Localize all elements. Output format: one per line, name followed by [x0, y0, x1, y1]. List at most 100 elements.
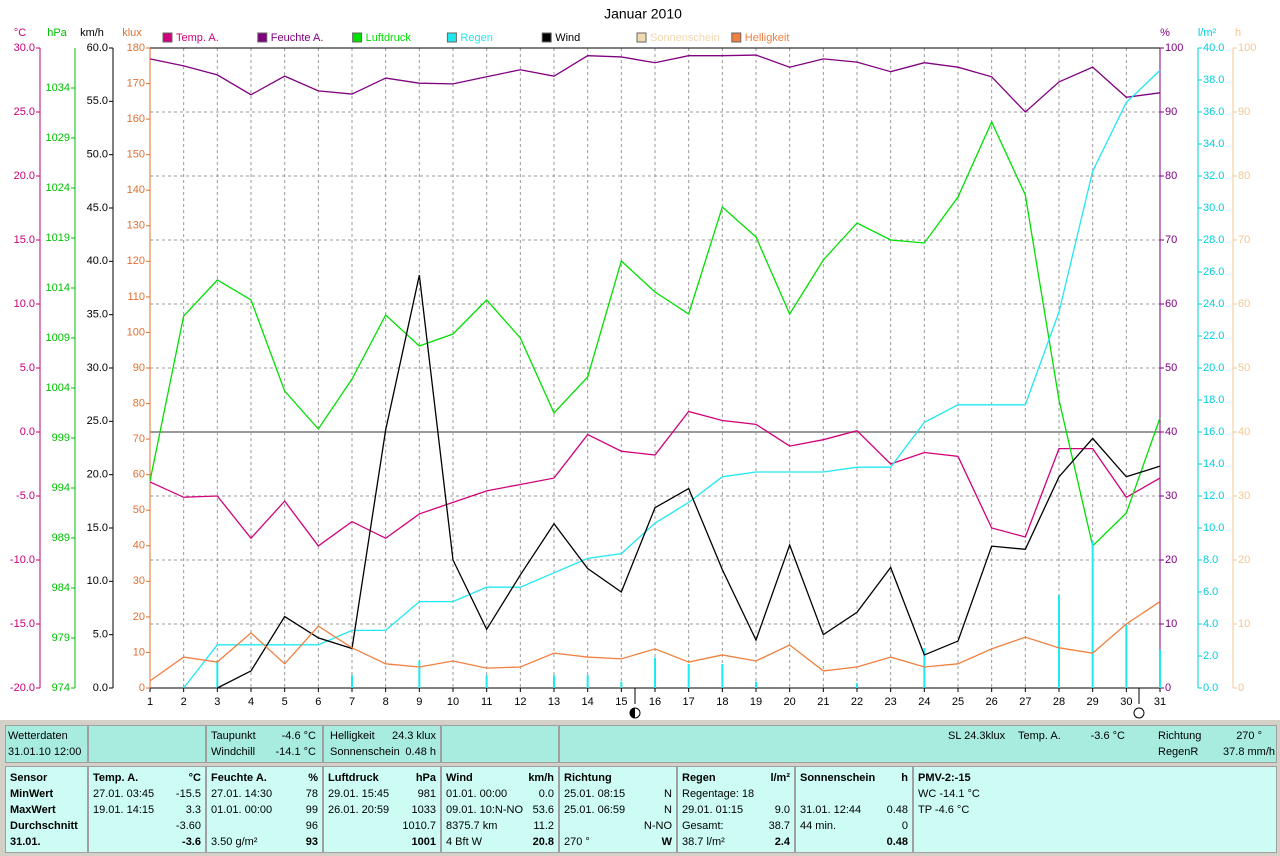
table-value: 9.0 [774, 804, 790, 816]
x-tick-label: 19 [750, 696, 762, 708]
table-value: N-NO [643, 820, 672, 832]
y-tick-label: 60 [133, 469, 145, 481]
table-cell [323, 766, 441, 853]
rain-bar [755, 681, 757, 688]
legend-swatch [162, 32, 173, 43]
x-tick-label: 13 [548, 696, 560, 708]
y-tick-label: 50 [1165, 362, 1177, 374]
y-tick-label: 4.0 [1203, 618, 1218, 630]
info-cell [5, 725, 88, 763]
info-text: Sonnenschein [330, 746, 400, 758]
table-value: W [661, 836, 672, 848]
y-tick-label: 60 [1238, 298, 1250, 310]
y-tick-label: 80 [133, 397, 145, 409]
info-text: -4.6 °C [281, 730, 316, 742]
series-line [149, 601, 1161, 682]
table-text: PMV-2:-15 [918, 772, 971, 784]
table-value: 20.8 [532, 836, 554, 848]
x-tick-label: 5 [282, 696, 288, 708]
table-value: 96 [305, 820, 318, 832]
table-value: N [664, 788, 672, 800]
y-tick-label: 1009 [46, 332, 70, 344]
y-tick-label: 25.0 [87, 415, 108, 427]
legend-swatch [541, 32, 552, 43]
y-tick-label: 10.0 [87, 575, 108, 587]
y-tick-label: 50 [133, 504, 145, 516]
legend-swatch [636, 32, 647, 43]
y-tick-label: 1029 [46, 132, 70, 144]
y-tick-label: 15.0 [14, 234, 35, 246]
x-tick-label: 17 [683, 696, 695, 708]
x-tick-label: 3 [214, 696, 220, 708]
info-text: Helligkeit [330, 730, 375, 742]
axis-title: l/m² [1198, 27, 1217, 39]
x-tick-label: 7 [349, 696, 355, 708]
table-value: hPa [415, 772, 436, 784]
table-text: MinWert [10, 788, 54, 800]
y-tick-label: 30 [1238, 490, 1250, 502]
y-tick-label: 100 [127, 326, 145, 338]
x-tick-label: 31 [1154, 696, 1166, 708]
table-value: 3.3 [185, 804, 201, 816]
y-tick-label: 170 [127, 77, 145, 89]
y-tick-label: 25.0 [14, 106, 35, 118]
y-tick-label: 38.0 [1203, 74, 1224, 86]
y-tick-label: 18.0 [1203, 394, 1224, 406]
y-tick-label: 14.0 [1203, 458, 1224, 470]
table-text: 25.01. 06:59 [564, 804, 626, 816]
info-text: 270 ° [1236, 730, 1262, 742]
y-tick-label: 20.0 [87, 469, 108, 481]
table-value: 1010.7 [402, 820, 436, 832]
rain-bar [923, 648, 926, 688]
info-text: Wetterdaten [8, 730, 68, 742]
table-value: °C [188, 772, 201, 784]
info-text: -3.6 °C [1090, 730, 1125, 742]
table-value: 53.6 [532, 804, 554, 816]
table-text: 09.01. 10:N-NO [446, 804, 524, 816]
table-value: N [664, 804, 672, 816]
y-tick-label: -10.0 [10, 554, 35, 566]
legend-swatch [257, 32, 268, 43]
table-cell [88, 766, 206, 853]
table-text: Luftdruck [328, 772, 379, 784]
y-tick-label: 20 [1238, 554, 1250, 566]
y-tick-label: 0 [1238, 682, 1244, 694]
y-tick-label: 70 [1165, 234, 1177, 246]
y-tick-label: 12.0 [1203, 490, 1224, 502]
x-tick-label: 25 [952, 696, 964, 708]
table-value: 99 [305, 804, 318, 816]
legend-label: Temp. A. [176, 32, 219, 44]
table-text: 27.01. 14:30 [211, 788, 273, 800]
table-text: Regentage: 18 [682, 788, 755, 800]
table-text: Temp. A. [93, 772, 139, 784]
x-tick-label: 2 [181, 696, 187, 708]
y-tick-label: 2.0 [1203, 650, 1218, 662]
axis-title: °C [14, 27, 26, 39]
y-tick-label: 1004 [46, 382, 70, 394]
table-value: 78 [305, 788, 318, 800]
x-tick-label: 16 [649, 696, 661, 708]
table-value: -3.60 [175, 820, 201, 832]
y-tick-label: 28.0 [1203, 234, 1224, 246]
table-value: 11.2 [533, 820, 554, 832]
rain-bar [1058, 595, 1060, 688]
x-tick-label: 12 [514, 696, 526, 708]
x-tick-label: 18 [716, 696, 728, 708]
y-tick-label: 50 [1238, 362, 1250, 374]
table-text: 44 min. [800, 820, 837, 832]
y-tick-label: 160 [127, 113, 145, 125]
table-text: Durchschnitt [10, 820, 78, 832]
table-text: 3.50 g/m² [211, 836, 258, 848]
info-cell [559, 725, 1277, 763]
y-tick-label: 40.0 [87, 255, 108, 267]
table-value: 1033 [411, 804, 436, 816]
y-tick-label: 70 [1238, 234, 1250, 246]
y-tick-label: 979 [52, 632, 70, 644]
y-tick-label: 20 [133, 611, 145, 623]
y-tick-label: 80 [1238, 170, 1250, 182]
legend-swatch [446, 32, 457, 43]
table-text: Gesamt: [682, 820, 724, 832]
x-tick-label: 23 [885, 696, 897, 708]
y-tick-label: 35.0 [87, 309, 108, 321]
